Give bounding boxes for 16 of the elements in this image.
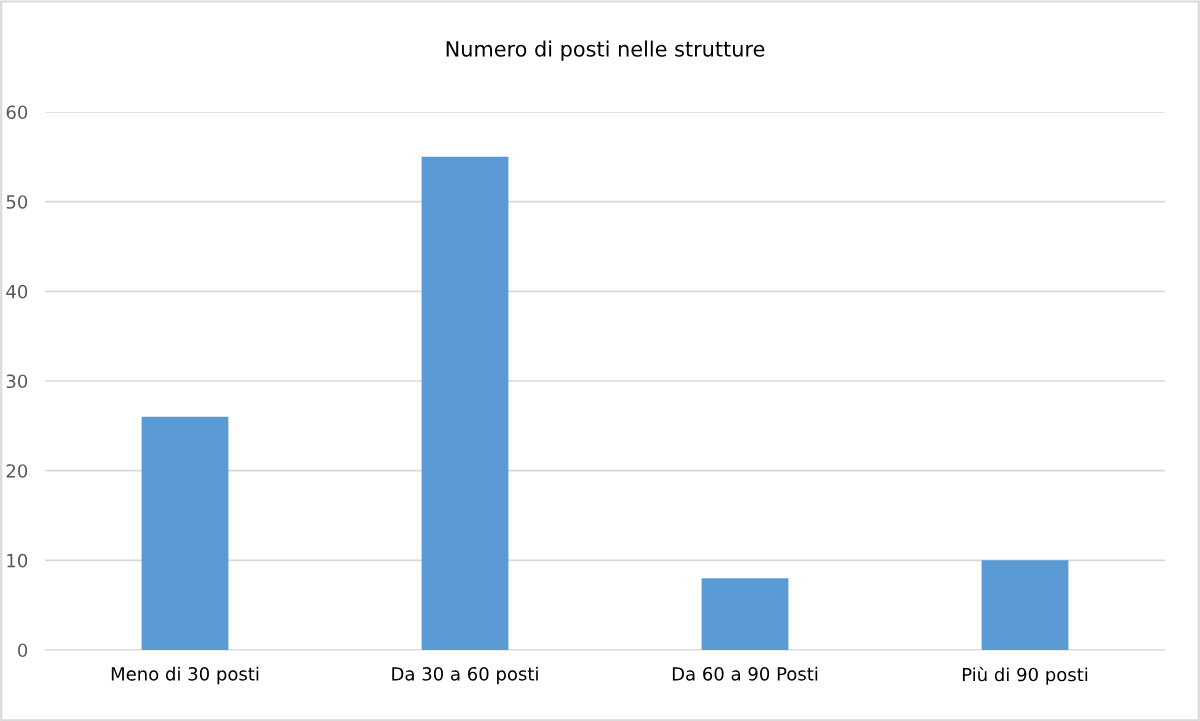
bar [701, 578, 789, 650]
x-tick-label: Meno di 30 posti [111, 666, 259, 685]
x-tick-label: Da 60 a 90 Posti [672, 666, 818, 681]
y-tick-label: 40 [6, 284, 28, 299]
bar [421, 156, 509, 650]
bar [981, 560, 1069, 650]
bar [141, 416, 229, 650]
y-tick-label: 50 [6, 195, 28, 209]
y-tick-label: 20 [6, 464, 28, 478]
x-tick-label: Più di 90 posti [962, 666, 1088, 685]
y-tick-label: 30 [6, 374, 28, 389]
x-tick-label: Da 30 a 60 posti [392, 666, 538, 685]
chart-title: Numero di posti nelle strutture [446, 40, 765, 61]
y-tick-label: 10 [7, 553, 28, 568]
y-tick-label: 0 [18, 643, 28, 658]
y-tick-label: 60 [6, 105, 28, 120]
